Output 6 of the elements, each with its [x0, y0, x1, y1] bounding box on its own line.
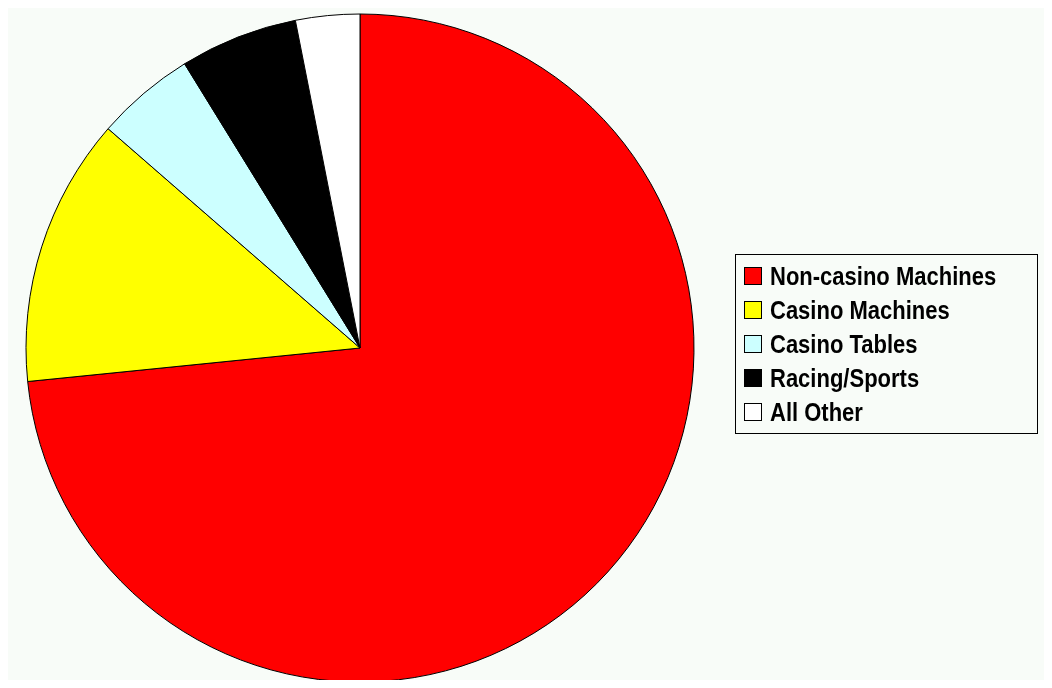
legend-label: All Other [770, 397, 863, 427]
pie-slice [27, 13, 695, 680]
legend-label: Casino Tables [770, 329, 918, 359]
legend-label: Non-casino Machines [770, 261, 997, 291]
legend-label: Racing/Sports [770, 363, 920, 393]
legend-label: Casino Machines [770, 295, 950, 325]
